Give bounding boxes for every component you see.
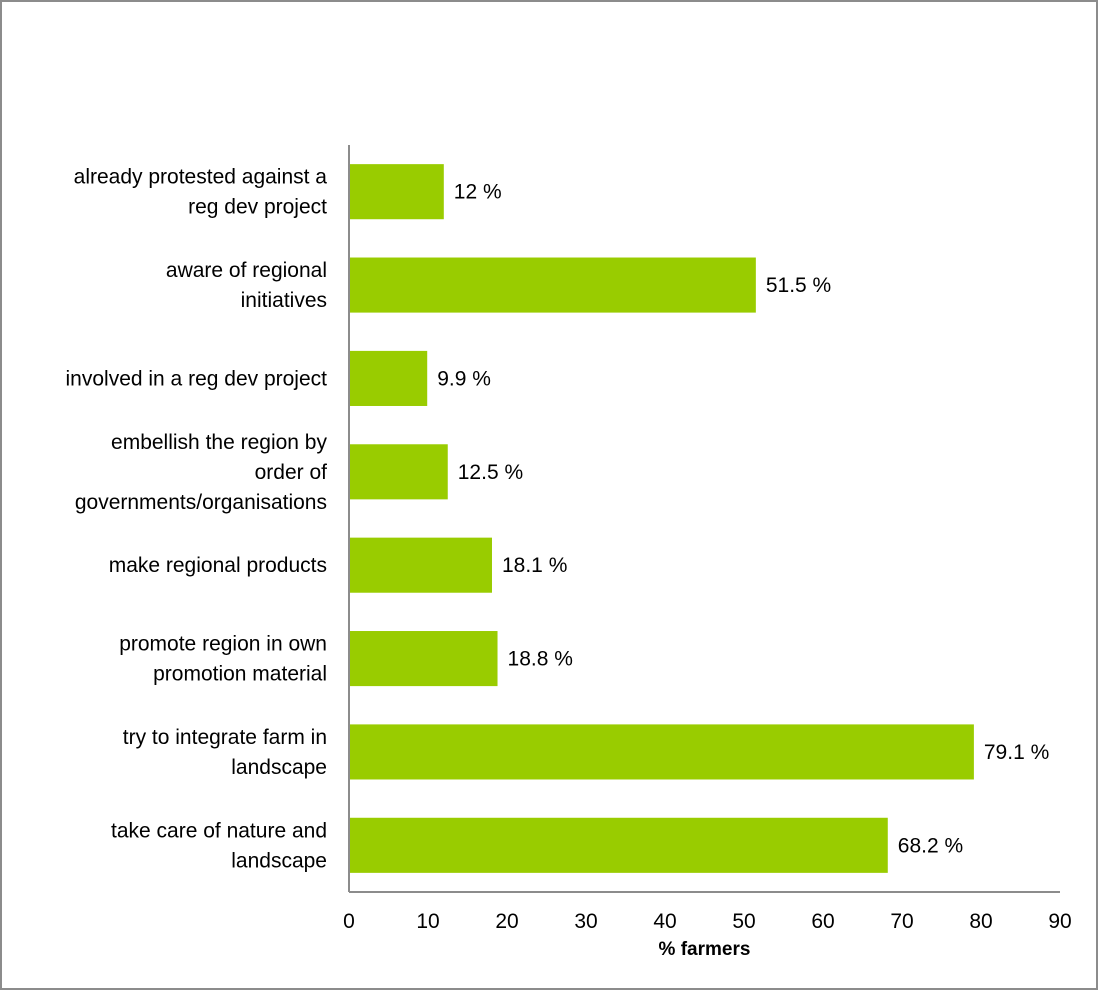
- data-label-5: 18.8 %: [508, 648, 573, 671]
- x-axis-title: % farmers: [659, 939, 751, 960]
- category-label-2: involved in a reg dev project: [66, 367, 328, 390]
- category-label-line: aware of regional: [166, 259, 327, 282]
- bar-0: [350, 164, 444, 219]
- category-label-3: embellish the region by order of governmen…: [75, 431, 328, 514]
- data-label-2: 9.9 %: [437, 367, 491, 390]
- x-tick-label-2: 20: [495, 910, 518, 933]
- bar-6: [350, 724, 974, 779]
- bar-2: [350, 351, 427, 406]
- bar-3: [350, 444, 448, 499]
- x-tick-label-1: 10: [416, 910, 439, 933]
- category-label-line: order of: [255, 461, 328, 484]
- category-label-line: governments/organisations: [75, 491, 327, 514]
- data-label-1: 51.5 %: [766, 274, 831, 297]
- data-label-7: 68.2 %: [898, 834, 963, 857]
- data-label-4: 18.1 %: [502, 554, 567, 577]
- bar-1: [350, 258, 756, 313]
- x-tick-labels-group: 0 10 20 30 40 50 60 70 80 90: [343, 910, 1072, 933]
- category-label-line: landscape: [231, 849, 327, 872]
- category-label-line: landscape: [231, 756, 327, 779]
- x-tick-label-3: 30: [574, 910, 597, 933]
- category-label-6: try to integrate farm in landscape: [123, 726, 327, 779]
- x-tick-label-8: 80: [969, 910, 992, 933]
- category-label-line: already protested against a: [74, 166, 328, 189]
- category-label-5: promote region in own promotion material: [119, 633, 327, 686]
- category-label-line: try to integrate farm in: [123, 726, 327, 749]
- category-label-line: involved in a reg dev project: [66, 367, 328, 390]
- bars-group: [350, 164, 974, 873]
- category-label-0: already protested against a reg dev proje…: [74, 166, 328, 219]
- category-label-line: reg dev project: [188, 196, 327, 219]
- category-label-line: take care of nature and: [111, 819, 327, 842]
- category-label-1: aware of regional initiatives: [166, 259, 327, 312]
- category-label-line: promote region in own: [119, 633, 327, 656]
- category-label-line: embellish the region by: [111, 431, 327, 454]
- data-label-0: 12 %: [454, 181, 502, 204]
- category-label-7: take care of nature and landscape: [111, 819, 327, 872]
- x-tick-label-4: 40: [653, 910, 676, 933]
- category-label-line: make regional products: [109, 554, 327, 577]
- bar-7: [350, 818, 888, 873]
- x-tick-label-7: 70: [890, 910, 913, 933]
- category-label-line: promotion material: [153, 663, 327, 686]
- data-label-6: 79.1 %: [984, 741, 1049, 764]
- category-labels-group: already protested against a reg dev proje…: [66, 166, 328, 873]
- category-label-4: make regional products: [109, 554, 327, 577]
- data-label-3: 12.5 %: [458, 461, 523, 484]
- x-tick-label-6: 60: [811, 910, 834, 933]
- bar-5: [350, 631, 498, 686]
- category-label-line: initiatives: [241, 289, 327, 312]
- x-tick-label-9: 90: [1048, 910, 1071, 933]
- x-tick-label-0: 0: [343, 910, 355, 933]
- bar-4: [350, 538, 492, 593]
- x-tick-label-5: 50: [732, 910, 755, 933]
